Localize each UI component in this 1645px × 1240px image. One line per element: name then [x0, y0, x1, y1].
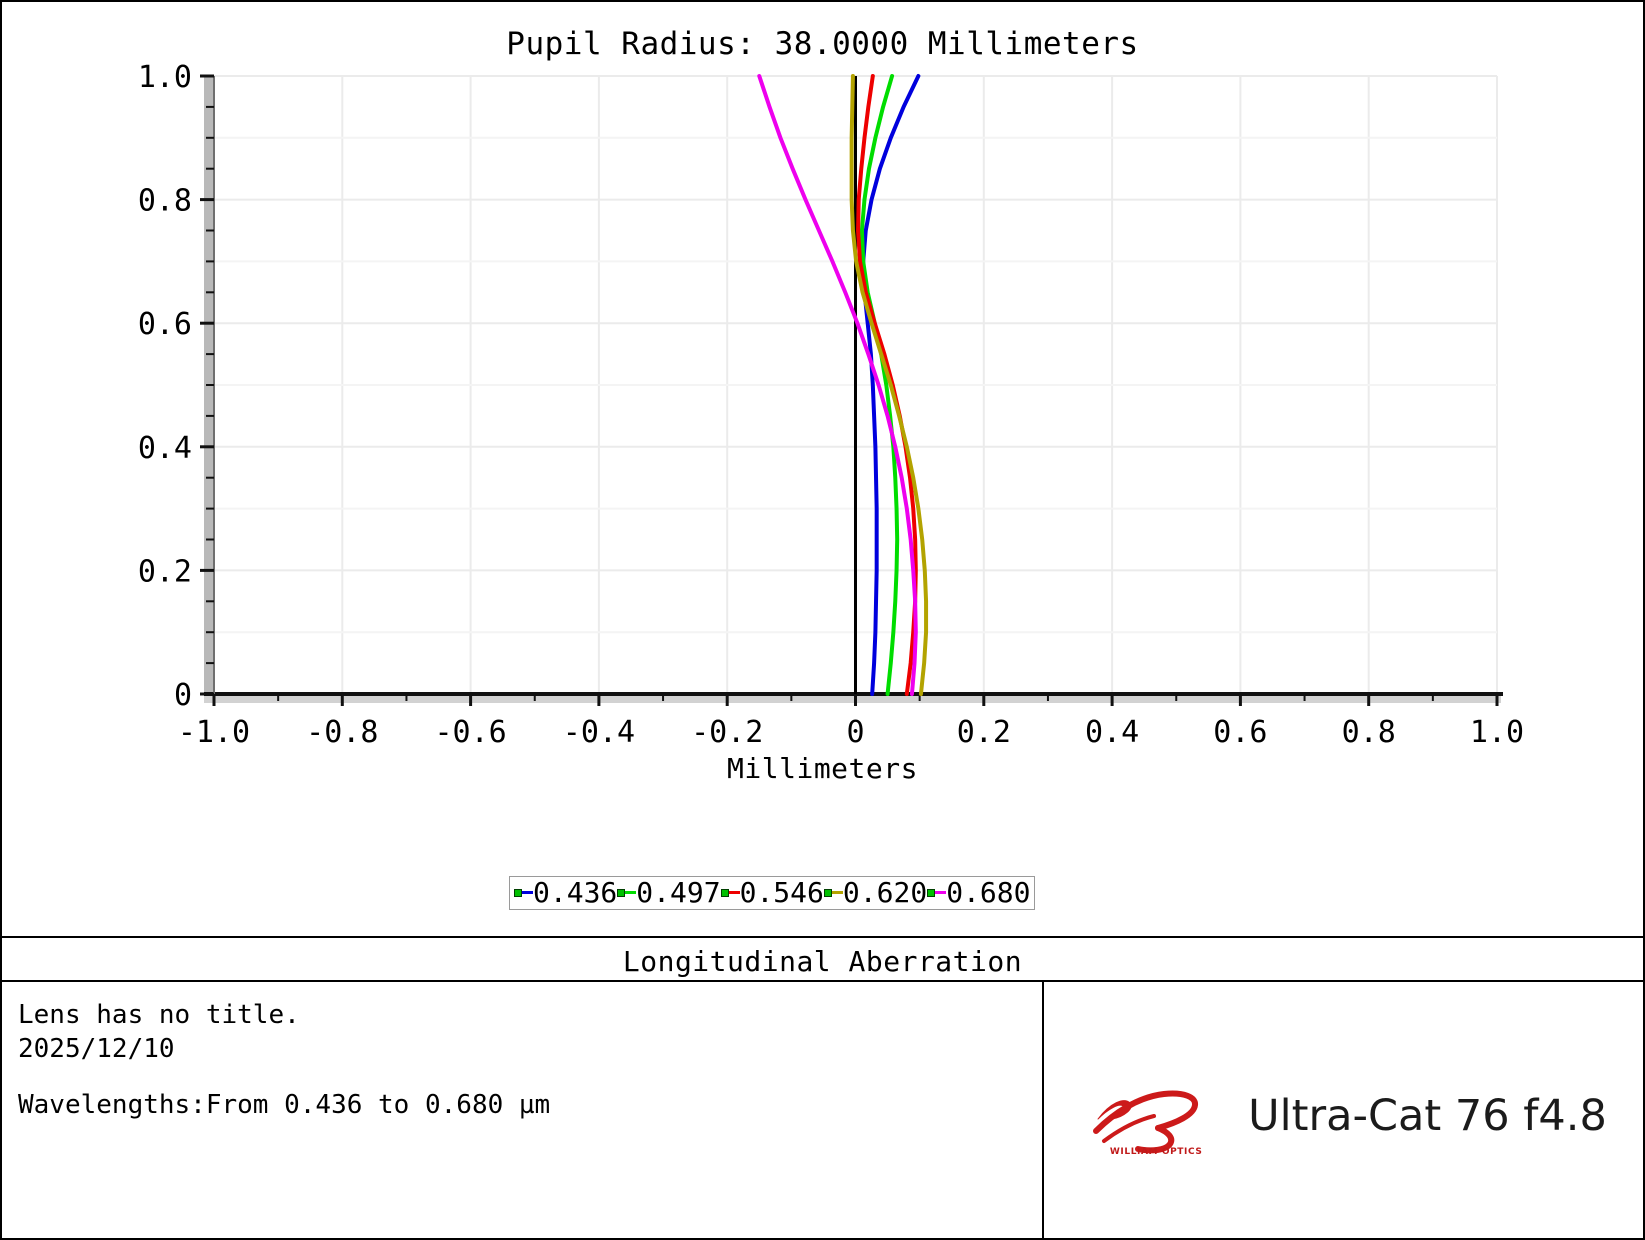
legend-color-swatch: [728, 891, 740, 894]
legend-marker-icon: [720, 888, 729, 897]
legend-entry: 0.680: [927, 875, 1031, 909]
chart-legend: 0.436 0.497 0.546 0.620 0.680: [509, 875, 1036, 910]
legend-label: 0.620: [842, 875, 928, 909]
legend-marker-icon: [823, 888, 832, 897]
wavelengths-text: Wavelengths:From 0.436 to 0.680 µm: [18, 1090, 551, 1120]
footer-top-divider: [2, 936, 1643, 938]
legend-color-swatch: [935, 891, 947, 894]
y-tick-label: 1.0: [138, 60, 192, 95]
x-tick-label: -0.2: [691, 715, 763, 748]
series-line-0.436: [861, 74, 921, 696]
chart-subtitle: Longitudinal Aberration: [622, 945, 1023, 978]
william-optics-logo-icon: WILLIAM OPTICS: [1080, 1073, 1230, 1159]
legend-entry: 0.546: [720, 875, 824, 909]
x-tick-label: -0.4: [563, 715, 635, 748]
x-tick-label: 0.4: [1085, 715, 1139, 748]
legend-marker-icon: [927, 888, 936, 897]
legend-marker-icon: [617, 888, 626, 897]
page-title: Pupil Radius: 38.0000 Millimeters: [506, 26, 1139, 62]
legend-color-swatch: [831, 891, 843, 894]
y-tick-label: 0.2: [138, 554, 192, 589]
brand-wordmark-text: WILLIAM OPTICS: [1109, 1147, 1203, 1157]
x-tick-label: 0.2: [957, 715, 1011, 748]
legend-color-swatch: [625, 891, 637, 894]
x-tick-label: -0.6: [434, 715, 506, 748]
x-axis-bar: [204, 694, 1501, 703]
footer-info-block: Lens has no title. 2025/12/10 Wavelength…: [2, 982, 1042, 1238]
legend-label: 0.680: [946, 875, 1031, 909]
legend-label: 0.497: [636, 875, 721, 909]
series-line-0.620: [849, 74, 929, 696]
lens-title-text: Lens has no title.: [18, 1000, 300, 1030]
date-text: 2025/12/10: [18, 1034, 175, 1064]
brand-block: WILLIAM OPTICS Ultra-Cat 76 f4.8: [1044, 982, 1643, 1238]
x-tick-label: 0.6: [1213, 715, 1267, 748]
y-tick-label: 0.8: [138, 184, 192, 219]
y-tick-label: 0.4: [138, 431, 192, 466]
x-tick-label: 0.8: [1342, 715, 1396, 748]
longitudinal-aberration-chart: 0 0.2 0.4 0.6 0.8 1.0 -1.0 -0.8 -0.6 -0.4 -0.2 0 0.2…: [138, 60, 1524, 748]
x-tick-label: 1.0: [1470, 715, 1524, 748]
y-tick-label: 0: [174, 678, 192, 713]
plot-panel: Pupil Radius: 38.0000 Millimeters 0 0.2 0.…: [2, 2, 1643, 936]
x-tick-label: -0.8: [306, 715, 378, 748]
legend-marker-icon: [514, 888, 522, 897]
product-name-text: Ultra-Cat 76 f4.8: [1248, 1091, 1607, 1141]
legend-entry: 0.436: [514, 875, 618, 909]
legend-entry: 0.497: [617, 875, 721, 909]
footer-vertical-divider: [1042, 982, 1044, 1238]
legend-entry: 0.620: [823, 875, 928, 909]
series-line-0.497: [859, 74, 900, 696]
x-axis-label: Millimeters: [727, 752, 918, 785]
footer-mid-divider: [2, 980, 1643, 982]
legend-label: 0.546: [739, 875, 824, 909]
x-tick-label: 0: [846, 715, 864, 748]
legend-label: 0.436: [533, 875, 618, 909]
series-line-0.680: [757, 74, 918, 696]
legend-color-swatch: [522, 891, 533, 894]
x-tick-label: -1.0: [178, 715, 250, 748]
y-tick-label: 0.6: [138, 307, 192, 342]
